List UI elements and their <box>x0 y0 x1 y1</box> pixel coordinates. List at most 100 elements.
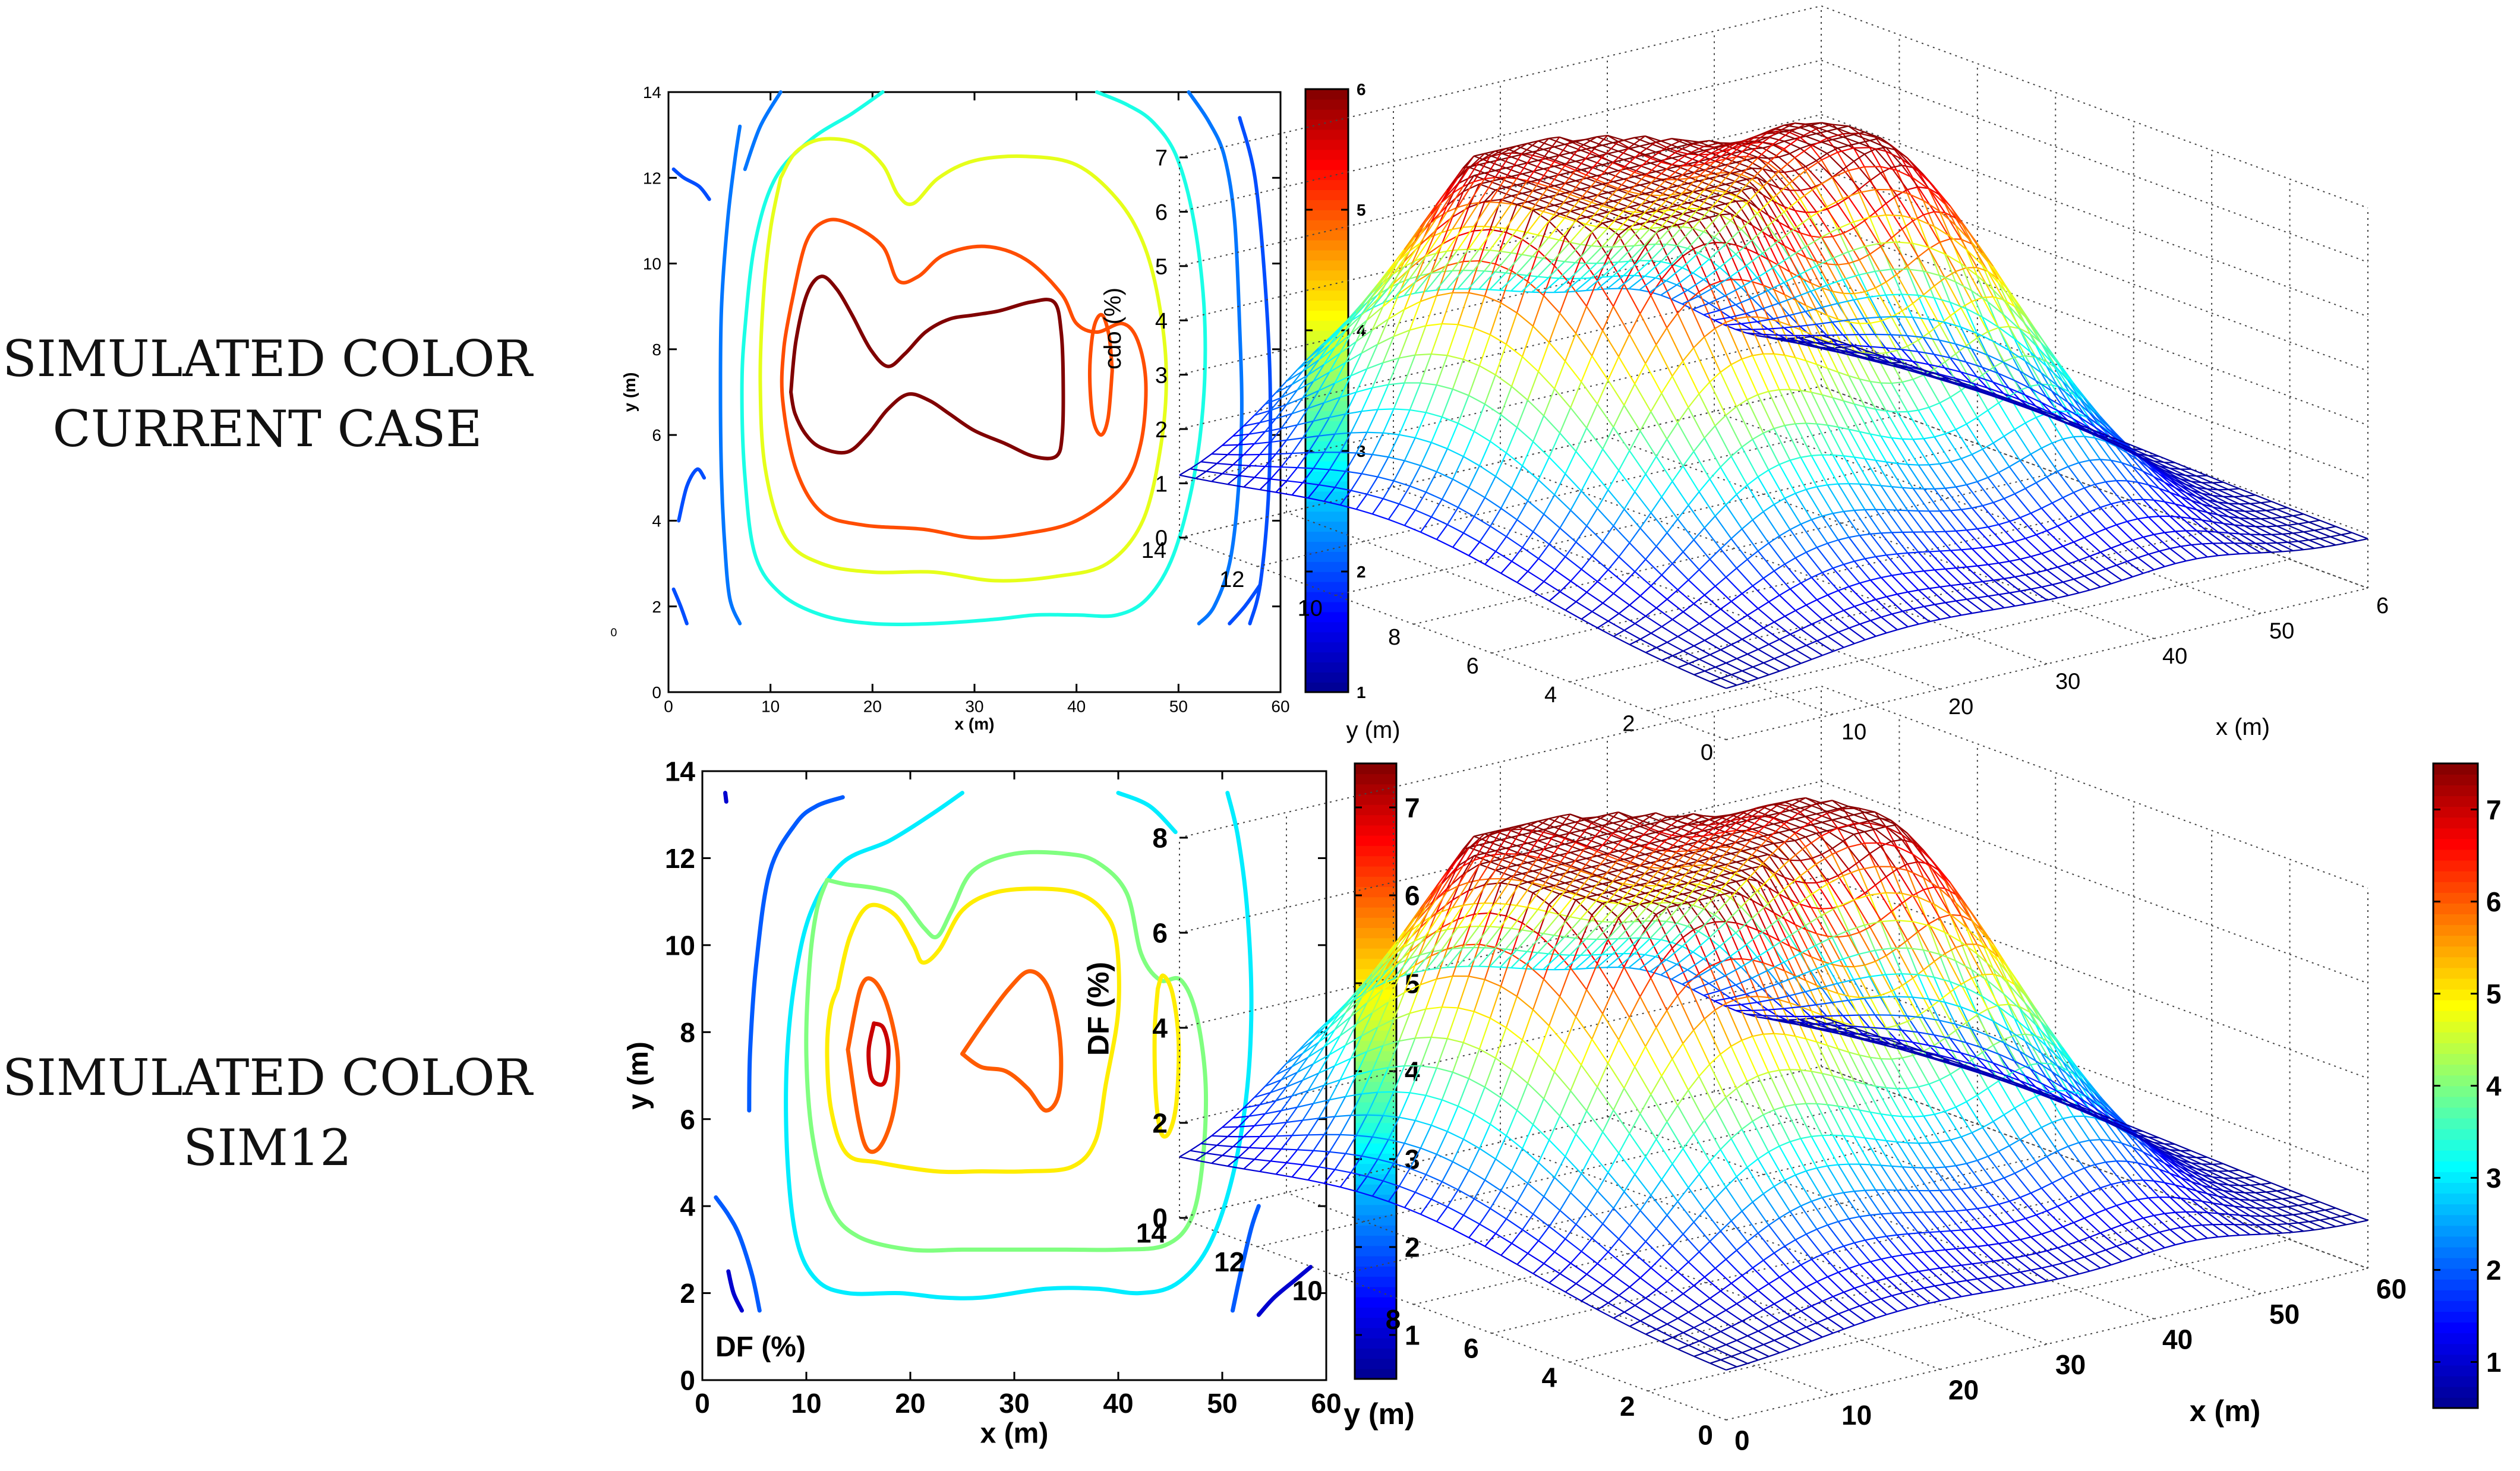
mesh-line <box>1607 153 1625 160</box>
mesh-line <box>1569 916 1581 920</box>
mesh-line <box>1683 645 1695 652</box>
mesh-line <box>1993 577 2005 581</box>
mesh-line <box>1956 567 1973 583</box>
mesh-line <box>2314 528 2326 531</box>
mesh-line <box>1778 187 1796 212</box>
mesh-line <box>1275 480 1288 493</box>
mesh-line <box>1581 147 1592 151</box>
mesh-line <box>1222 464 1234 475</box>
mesh-line <box>1843 347 1860 380</box>
mesh-line <box>1987 477 2005 499</box>
colorbar-segment <box>1305 179 1348 190</box>
mesh-line <box>1945 428 1956 435</box>
mesh-line <box>1591 184 1608 203</box>
mesh-line <box>2025 601 2037 605</box>
mesh-line <box>1387 434 1400 457</box>
x-tick-label: 50 <box>1207 1388 1237 1419</box>
mesh-line <box>1790 662 1802 668</box>
mesh-line <box>1565 610 1582 620</box>
mesh-line <box>2153 534 2171 550</box>
mesh-line <box>1902 378 1913 383</box>
mesh-line <box>1479 465 1496 477</box>
mesh-line <box>1758 316 1769 320</box>
mesh-line <box>1859 582 1876 600</box>
mesh-line <box>1742 355 1753 360</box>
grid-line <box>1393 487 1941 690</box>
mesh-line <box>1308 452 1324 454</box>
mesh-line <box>1811 454 1822 456</box>
mesh-line <box>1494 232 1507 264</box>
mesh-line <box>1950 396 1967 425</box>
mesh-line <box>1923 531 1941 552</box>
mesh-line <box>1875 460 1893 487</box>
mesh-line <box>1377 476 1394 482</box>
mesh-line <box>1516 203 1534 212</box>
mesh-line <box>1340 452 1357 454</box>
mesh-line <box>1730 364 1748 400</box>
mesh-line <box>1998 466 2010 474</box>
mesh-line <box>1591 470 1609 491</box>
mesh-line <box>2260 502 2278 510</box>
mesh-line <box>1597 155 1614 163</box>
mesh-line <box>1479 365 1496 375</box>
mesh-line <box>1634 176 1651 184</box>
mesh-line <box>1307 345 1324 359</box>
mesh-line <box>1618 260 1629 263</box>
mesh-line <box>1275 404 1287 419</box>
mesh-line <box>1597 211 1608 216</box>
mesh-line <box>1398 409 1411 435</box>
mesh-line <box>1816 484 1828 488</box>
mesh-line <box>1500 250 1512 254</box>
mesh-line <box>1816 310 1828 316</box>
mesh-line <box>1361 387 1373 412</box>
mesh-line <box>1649 280 1667 293</box>
mesh-line <box>2046 569 2064 583</box>
mesh-line <box>1742 585 1753 595</box>
mesh-line <box>1607 135 1624 141</box>
mesh-line <box>1961 583 1978 598</box>
mesh-line <box>1270 428 1282 443</box>
mesh-line <box>2073 575 2085 580</box>
mesh-line <box>1757 394 1775 429</box>
mesh-line <box>1832 169 1844 178</box>
mesh-line <box>1885 214 1902 217</box>
colorbar-tick-label: 2 <box>1405 1232 1420 1263</box>
mesh-line <box>1522 153 1538 162</box>
mesh-line <box>1865 457 1876 461</box>
mesh-line <box>2228 532 2240 535</box>
mesh-line <box>1714 184 1726 188</box>
mesh-line <box>1596 162 1614 181</box>
mesh-line <box>1666 518 1679 534</box>
mesh-line <box>1859 484 1876 510</box>
mesh-line <box>1928 510 1946 532</box>
mesh-line <box>1393 261 1405 284</box>
mesh-line <box>1736 614 1748 623</box>
mesh-line <box>1457 175 1475 185</box>
mesh-line <box>1682 295 1699 305</box>
mesh-line <box>1661 655 1673 661</box>
mesh-line <box>1950 583 1962 586</box>
mesh-line <box>1853 299 1865 319</box>
mesh-line <box>1992 361 2004 368</box>
mesh-line <box>1805 360 1817 365</box>
mesh-line <box>1939 550 1957 569</box>
mesh-line <box>1291 371 1303 386</box>
mesh-line <box>1688 662 1705 672</box>
mesh-line <box>1865 602 1882 618</box>
mesh-line <box>1682 361 1700 394</box>
mesh-line <box>1923 604 1935 607</box>
mesh-line <box>1468 541 1480 556</box>
mesh-line <box>1597 280 1614 307</box>
mesh-line <box>1425 384 1437 413</box>
mesh-line <box>1516 145 1533 153</box>
mesh-line <box>2089 511 2106 529</box>
mesh-line <box>1532 154 1544 159</box>
mesh-line <box>1618 187 1629 192</box>
mesh-line <box>1580 179 1598 199</box>
mesh-line <box>1870 620 1887 634</box>
mesh-line <box>2036 530 2048 536</box>
mesh-line <box>1730 190 1742 194</box>
mesh-line <box>1671 360 1684 377</box>
mesh-line <box>2095 568 2106 573</box>
mesh-line <box>2062 541 2074 547</box>
